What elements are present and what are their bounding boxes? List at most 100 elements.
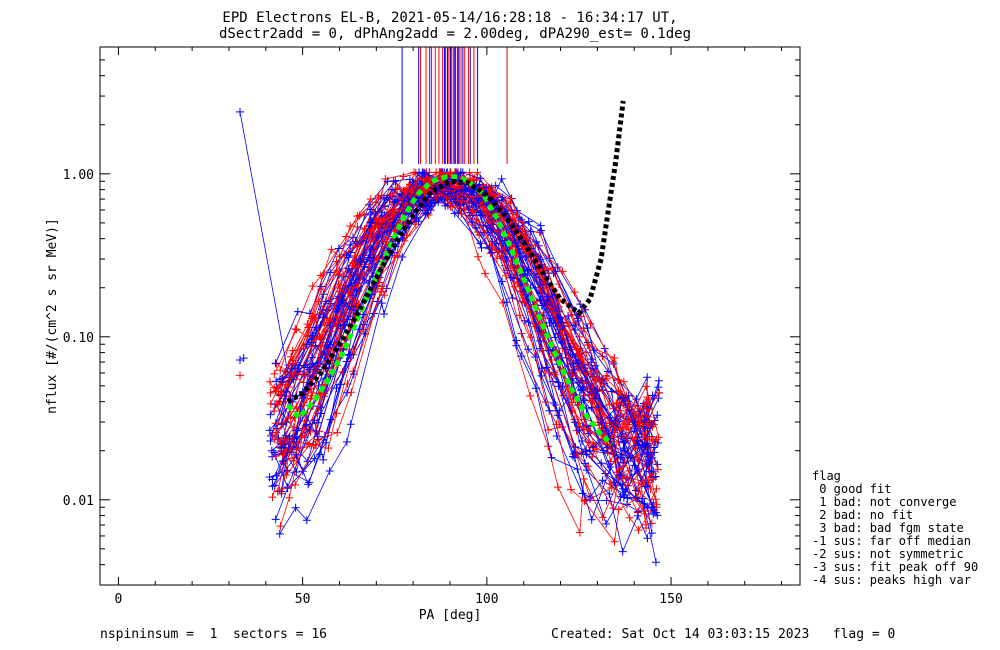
data-point (326, 415, 335, 424)
data-point (616, 471, 625, 480)
data-point (291, 480, 300, 489)
data-point (426, 199, 435, 208)
data-point (537, 364, 546, 373)
data-point (598, 410, 607, 419)
data-point (422, 174, 431, 183)
data-point (265, 473, 274, 482)
data-point (299, 398, 308, 407)
data-point (524, 217, 533, 226)
data-point (616, 423, 625, 432)
data-point (568, 370, 577, 379)
profile-curve (281, 171, 653, 448)
x-tick-label: 100 (475, 592, 498, 607)
data-point (381, 175, 390, 184)
data-point (270, 407, 279, 416)
data-point (380, 291, 389, 300)
data-point (585, 383, 594, 392)
data-point (390, 253, 399, 262)
data-point (442, 193, 451, 202)
data-point (303, 320, 312, 329)
data-point (446, 169, 455, 178)
data-point (346, 241, 355, 250)
data-point (645, 405, 654, 414)
data-point (266, 410, 275, 419)
data-point (342, 437, 351, 446)
data-point (354, 262, 363, 271)
data-point (276, 439, 285, 448)
data-point (649, 509, 658, 518)
data-point (582, 421, 591, 430)
data-point (651, 558, 660, 567)
outlier-point (236, 371, 244, 380)
data-point (269, 448, 278, 457)
data-point (366, 210, 375, 219)
data-point (282, 388, 291, 397)
data-point (313, 359, 322, 368)
x-tick-label: 150 (659, 592, 682, 607)
data-point (285, 493, 294, 502)
data-point (648, 436, 657, 445)
data-point (580, 364, 589, 373)
data-point (651, 495, 660, 504)
profile-curve (278, 191, 654, 478)
data-point (271, 359, 280, 368)
data-point (368, 259, 377, 268)
data-point (332, 409, 341, 418)
data-point (457, 209, 466, 218)
data-point (536, 226, 545, 235)
data-point (271, 515, 280, 524)
data-point (634, 526, 643, 535)
data-point (654, 433, 663, 442)
data-point (536, 296, 545, 305)
data-point (637, 480, 646, 489)
data-point (565, 343, 574, 352)
data-point (287, 439, 296, 448)
data-point (486, 224, 495, 233)
data-point (325, 321, 334, 330)
data-point (486, 185, 495, 194)
data-point (653, 465, 662, 474)
data-point (554, 411, 563, 420)
data-point (446, 202, 455, 211)
data-point (415, 168, 424, 177)
data-point (334, 244, 343, 253)
data-point (591, 394, 600, 403)
data-point (366, 218, 375, 227)
data-point (450, 183, 459, 192)
data-point (574, 359, 583, 368)
legend-item: -3 sus: fit peak off 90 (812, 560, 979, 574)
data-point (545, 368, 554, 377)
data-point (650, 448, 659, 457)
data-point (391, 196, 400, 205)
data-point (291, 503, 300, 512)
data-point (314, 418, 323, 427)
data-point (302, 420, 311, 429)
data-point (432, 194, 441, 203)
data-point (459, 195, 468, 204)
data-point (292, 325, 301, 334)
data-point (585, 447, 594, 456)
data-point (355, 325, 364, 334)
data-point (353, 212, 362, 221)
data-point (573, 450, 582, 459)
data-point (638, 494, 647, 503)
data-point (616, 453, 625, 462)
data-point (640, 509, 649, 518)
data-point (570, 288, 579, 297)
data-point (272, 377, 281, 386)
data-point (379, 309, 388, 318)
data-point (553, 313, 562, 322)
footer-left: nspininsum = 1 sectors = 16 (100, 627, 327, 642)
data-point (641, 482, 650, 491)
data-point (468, 218, 477, 227)
data-point (555, 406, 564, 415)
data-point (351, 278, 360, 287)
data-point (552, 420, 561, 429)
data-point (472, 223, 481, 232)
data-point (306, 427, 315, 436)
data-point (647, 529, 656, 538)
data-point (623, 494, 632, 503)
data-point (578, 355, 587, 364)
data-point (612, 399, 621, 408)
